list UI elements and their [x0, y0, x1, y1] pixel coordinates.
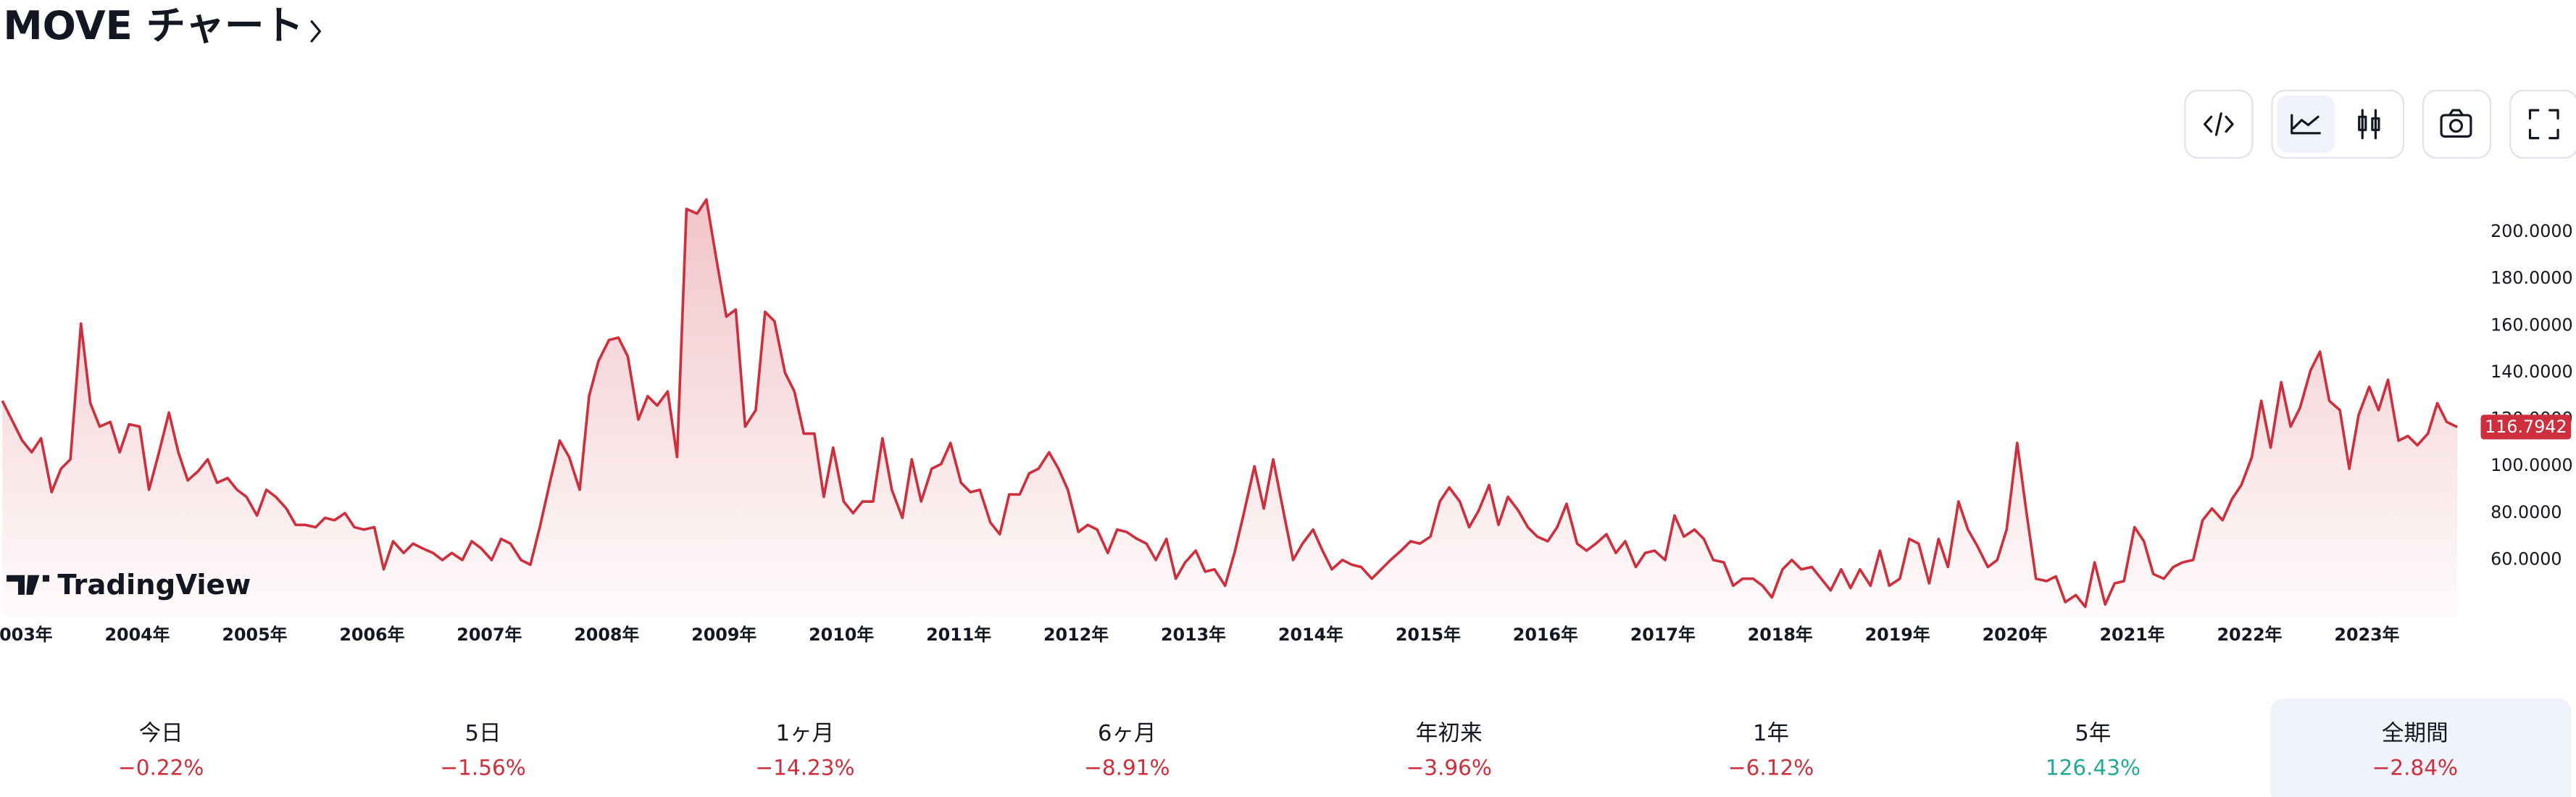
x-tick-label: 2006年 — [339, 625, 404, 645]
x-tick-label: 2004年 — [104, 625, 170, 645]
y-tick-label: 200.0000 — [2490, 221, 2573, 241]
x-tick-label: 2016年 — [1513, 625, 1578, 645]
area-icon — [2291, 114, 2321, 135]
x-tick-label: 2023年 — [2334, 625, 2399, 645]
period-change[interactable]: −1.56% — [440, 756, 525, 780]
toolbar — [2184, 89, 2576, 159]
watermark: TradingView — [7, 569, 251, 601]
last-value-label: 116.7942 — [2485, 417, 2567, 437]
x-tick-label: 2020年 — [1983, 625, 2048, 645]
snapshot-button[interactable] — [2422, 89, 2492, 159]
y-tick-label: 100.0000 — [2490, 455, 2573, 475]
chart-title[interactable]: MOVE チャート — [4, 2, 304, 49]
x-tick-label: 2018年 — [1748, 625, 1813, 645]
period-label[interactable]: 全期間 — [2382, 721, 2448, 746]
title-chevron[interactable] — [310, 20, 322, 43]
x-tick-label: 2021年 — [2100, 625, 2165, 645]
last-value-tag — [2480, 414, 2572, 440]
x-tick-label: 2011年 — [926, 625, 991, 645]
x-tick-label: 2009年 — [691, 625, 756, 645]
camera-icon-top — [2448, 109, 2464, 117]
x-tick-label: 2019年 — [1865, 625, 1930, 645]
area-fill — [2, 199, 2458, 617]
period-label[interactable]: 年初来 — [1416, 721, 1483, 746]
price-line — [1, 198, 2458, 609]
period-change[interactable]: −8.91% — [1084, 756, 1170, 780]
camera-lens — [2448, 119, 2464, 133]
x-tick-label: 2005年 — [222, 625, 287, 645]
y-tick-label: 60.0000 — [2490, 548, 2562, 569]
period-label[interactable]: 5年 — [2075, 721, 2111, 746]
candle-icon — [2361, 109, 2377, 140]
y-tick-label: 160.0000 — [2490, 314, 2573, 335]
plot-area: 60.000080.0000100.0000120.0000140.000016… — [0, 198, 2573, 645]
camera-icon — [2440, 114, 2472, 138]
x-tick-label: 2022年 — [2217, 625, 2282, 645]
period-label[interactable]: 1年 — [1753, 721, 1789, 746]
fullscreen-button[interactable] — [2509, 89, 2576, 159]
period-label[interactable]: 6ヶ月 — [1098, 721, 1156, 746]
embed-icon — [2204, 112, 2234, 136]
period-label[interactable]: 5日 — [465, 721, 501, 746]
candle-icon-body — [2371, 117, 2380, 131]
period-change[interactable]: −3.96% — [1406, 756, 1492, 780]
y-tick-label: 180.0000 — [2490, 268, 2573, 288]
period-label[interactable]: 1ヶ月 — [776, 721, 835, 746]
x-tick-label: 2017年 — [1630, 625, 1696, 645]
period-change[interactable]: −2.84% — [2372, 756, 2458, 780]
x-tick-label: 2008年 — [574, 625, 639, 645]
fullscreen-icon — [2528, 109, 2559, 140]
performance-bar: 今日 −0.22% 5日 −1.56% 1ヶ月 −14.23% 6ヶ月 −8.91% 年初来 −3… — [118, 698, 2572, 797]
x-tick-label: 2012年 — [1043, 625, 1109, 645]
x-tick-label: 2013年 — [1161, 625, 1226, 645]
period-change[interactable]: −0.22% — [118, 756, 204, 780]
watermark-logo — [7, 575, 50, 595]
period-change[interactable]: −14.23% — [755, 756, 854, 780]
period-change[interactable]: 126.43% — [2046, 756, 2141, 780]
watermark-text: TradingView — [57, 569, 251, 601]
period-change[interactable]: −6.12% — [1728, 756, 1814, 780]
y-tick-label: 140.0000 — [2490, 362, 2573, 382]
candle-icon-body — [2358, 115, 2367, 131]
x-tick-label: 2015年 — [1396, 625, 1461, 645]
x-tick-label: 2007年 — [457, 625, 522, 645]
x-tick-label: 2003年 — [0, 625, 53, 645]
x-tick-label: 2014年 — [1278, 625, 1343, 645]
period-label[interactable]: 今日 — [139, 721, 183, 746]
active-period-bg — [2270, 698, 2572, 797]
x-tick-label: 2010年 — [809, 625, 874, 645]
y-tick-label: 80.0000 — [2490, 502, 2562, 522]
